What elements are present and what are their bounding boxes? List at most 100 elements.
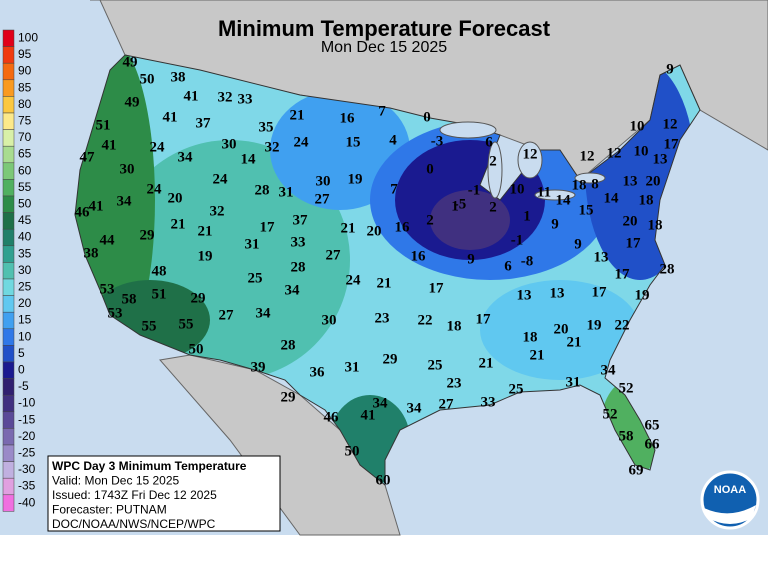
lake bbox=[517, 141, 543, 179]
temperature-label: 2 bbox=[489, 153, 497, 169]
temperature-label: 37 bbox=[293, 212, 309, 228]
temperature-label: 49 bbox=[125, 94, 140, 110]
legend-label: 80 bbox=[18, 97, 32, 111]
temperature-label: 1 bbox=[523, 208, 531, 224]
temperature-label: 21 bbox=[290, 107, 305, 123]
legend-swatch bbox=[2, 328, 15, 346]
temperature-label: 19 bbox=[587, 317, 602, 333]
legend-label: 30 bbox=[18, 263, 32, 277]
legend-label: 40 bbox=[18, 230, 32, 244]
temperature-label: 18 bbox=[447, 318, 462, 334]
temperature-label: 53 bbox=[108, 305, 123, 321]
temperature-label: 22 bbox=[418, 312, 433, 328]
title: Minimum Temperature Forecast bbox=[218, 16, 551, 41]
legend-label: 85 bbox=[18, 80, 32, 94]
temperature-label: 17 bbox=[260, 219, 276, 235]
info-line: Forecaster: PUTNAM bbox=[52, 503, 167, 517]
legend-label: 75 bbox=[18, 113, 32, 127]
temperature-label: 20 bbox=[367, 223, 382, 239]
temperature-label: 41 bbox=[163, 109, 178, 125]
temperature-label: 10 bbox=[634, 143, 649, 159]
temperature-label: 29 bbox=[281, 389, 296, 405]
temperature-label: 8 bbox=[591, 176, 599, 192]
temperature-label: -8 bbox=[521, 253, 534, 269]
legend-label: 10 bbox=[18, 329, 32, 343]
temperature-label: 23 bbox=[447, 375, 462, 391]
temperature-label: 48 bbox=[152, 263, 167, 279]
temperature-label: -1 bbox=[468, 182, 481, 198]
temperature-label: 66 bbox=[645, 436, 661, 452]
temperature-label: 55 bbox=[179, 316, 194, 332]
info-line: Valid: Mon Dec 15 2025 bbox=[52, 474, 180, 488]
temperature-label: 21 bbox=[530, 347, 545, 363]
legend-label: -40 bbox=[18, 495, 36, 509]
temperature-label: 6 bbox=[504, 258, 512, 274]
field-region bbox=[480, 280, 640, 380]
temperature-label: 51 bbox=[96, 117, 111, 133]
legend-swatch bbox=[2, 378, 15, 396]
legend: 1009590858075706560555045403530252015105… bbox=[2, 29, 38, 512]
temperature-label: 30 bbox=[120, 161, 135, 177]
legend-label: 90 bbox=[18, 64, 32, 78]
footer-space bbox=[0, 535, 768, 576]
legend-swatch bbox=[2, 62, 15, 81]
temperature-label: 10 bbox=[630, 118, 645, 134]
temperature-label: 18 bbox=[639, 192, 654, 208]
temperature-label: 14 bbox=[556, 192, 572, 208]
legend-swatch bbox=[2, 428, 15, 446]
legend-swatch bbox=[2, 162, 15, 180]
temperature-label: 13 bbox=[653, 151, 668, 167]
temperature-label: 9 bbox=[574, 236, 582, 252]
temperature-label: 1 bbox=[451, 198, 459, 214]
temperature-label: 47 bbox=[80, 149, 96, 165]
temperature-label: 21 bbox=[171, 216, 186, 232]
temperature-label: 20 bbox=[623, 213, 638, 229]
temperature-label: 41 bbox=[184, 88, 199, 104]
temperature-label: 34 bbox=[256, 305, 272, 321]
temperature-label: 9 bbox=[551, 216, 559, 232]
lake bbox=[487, 141, 503, 199]
temperature-label: 30 bbox=[316, 173, 331, 189]
temperature-label: 17 bbox=[476, 311, 492, 327]
temperature-label: 30 bbox=[222, 136, 237, 152]
temperature-label: 25 bbox=[509, 381, 524, 397]
temperature-label: 50 bbox=[140, 71, 155, 87]
temperature-label: 60 bbox=[376, 472, 391, 488]
temperature-label: 17 bbox=[626, 235, 642, 251]
info-line: WPC Day 3 Minimum Temperature bbox=[52, 459, 247, 473]
temperature-label: 46 bbox=[324, 409, 340, 425]
temperature-label: 21 bbox=[198, 223, 213, 239]
info-line: DOC/NOAA/NWS/NCEP/WPC bbox=[52, 517, 216, 531]
temperature-label: 38 bbox=[171, 69, 186, 85]
temperature-label: 12 bbox=[607, 145, 622, 161]
temperature-label: 21 bbox=[341, 220, 356, 236]
temperature-label: 25 bbox=[248, 270, 263, 286]
temperature-label: 51 bbox=[152, 286, 167, 302]
temperature-label: 18 bbox=[523, 329, 538, 345]
temperature-label: -1 bbox=[511, 232, 524, 248]
legend-swatch bbox=[2, 361, 15, 379]
field-region bbox=[430, 190, 510, 250]
legend-label: -30 bbox=[18, 462, 36, 476]
temperature-label: 44 bbox=[100, 232, 116, 248]
temperature-label: 9 bbox=[666, 61, 674, 77]
legend-label: 25 bbox=[18, 279, 32, 293]
legend-label: 0 bbox=[18, 362, 25, 376]
legend-swatch bbox=[2, 212, 15, 230]
legend-swatch bbox=[2, 228, 15, 247]
temperature-label: 24 bbox=[147, 181, 163, 197]
temperature-label: 24 bbox=[150, 139, 166, 155]
temperature-label: 34 bbox=[178, 149, 194, 165]
legend-swatch bbox=[2, 295, 15, 313]
temperature-label: 17 bbox=[592, 284, 608, 300]
mexico bbox=[159, 354, 401, 536]
temperature-label: 53 bbox=[100, 281, 115, 297]
temperature-label: 33 bbox=[238, 91, 253, 107]
legend-swatch bbox=[2, 46, 15, 64]
temperature-label: 9 bbox=[467, 251, 475, 267]
temperature-label: 17 bbox=[664, 136, 680, 152]
temperature-label: 16 bbox=[411, 248, 427, 264]
temperature-label: 23 bbox=[375, 310, 390, 326]
legend-label: 100 bbox=[18, 30, 38, 44]
legend-swatch bbox=[2, 394, 15, 413]
